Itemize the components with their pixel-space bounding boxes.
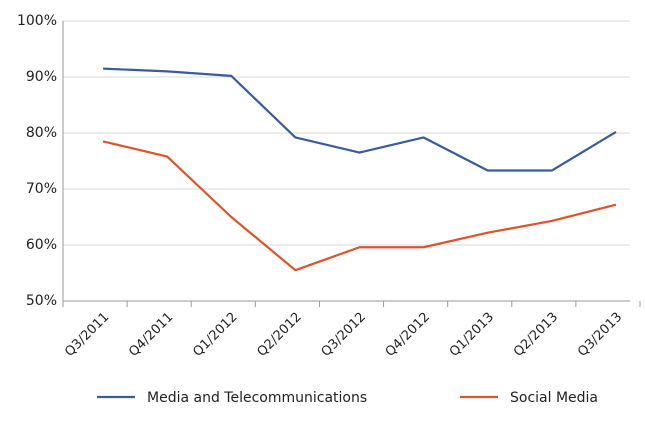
series-line [103, 67, 617, 172]
y-tick-label: 100% [17, 13, 57, 29]
y-tick-label: 80% [26, 125, 57, 141]
y-tick-label: 90% [26, 69, 57, 85]
x-tick-label: Q3/2011 [62, 310, 112, 360]
y-tick-label: 60% [26, 237, 57, 253]
series-line [102, 140, 617, 272]
y-tick-label: 50% [26, 293, 57, 309]
x-tick-label: Q1/2013 [447, 310, 497, 360]
x-tick-label: Q2/2013 [511, 310, 561, 360]
x-tick-label: Q3/2012 [319, 310, 369, 360]
x-tick-label: Q4/2011 [126, 310, 176, 360]
y-tick-label: 70% [26, 181, 57, 197]
legend-label: Social Media [510, 390, 598, 406]
legend-label: Media and Telecommunications [147, 390, 367, 406]
x-tick-label: Q1/2012 [190, 310, 240, 360]
x-tick-label: Q2/2012 [255, 310, 305, 360]
x-tick-label: Q3/2013 [575, 310, 625, 360]
x-tick-label: Q4/2012 [383, 310, 433, 360]
